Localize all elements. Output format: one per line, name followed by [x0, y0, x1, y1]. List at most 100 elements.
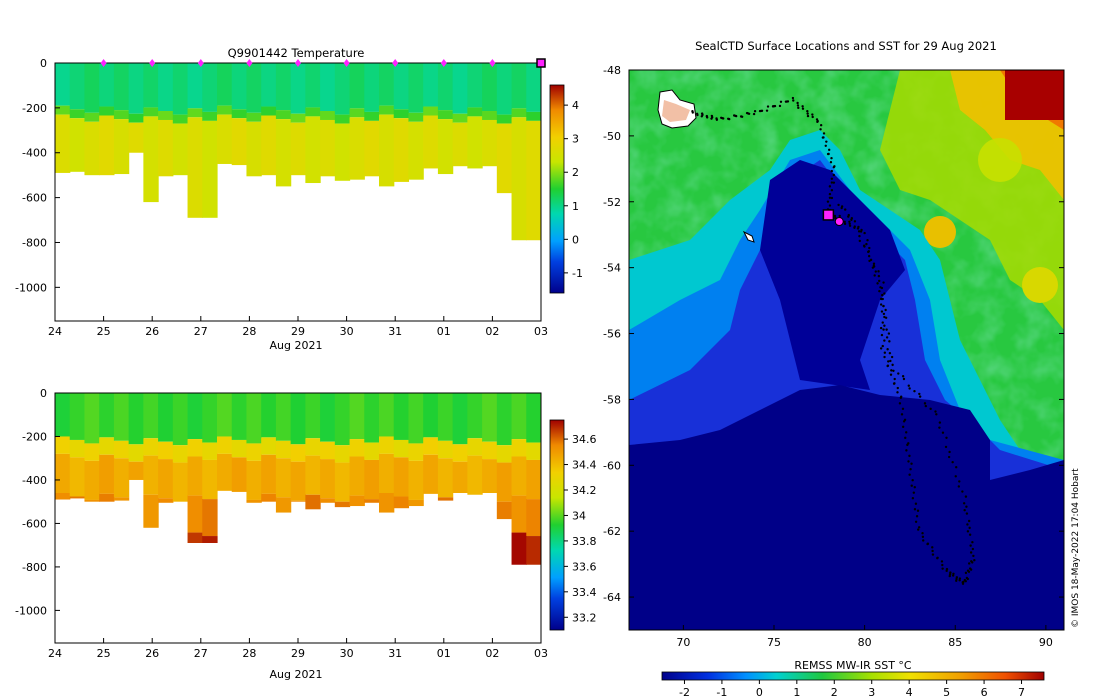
salinity-profile-cell	[379, 436, 395, 454]
salinity-profile-cell	[69, 393, 86, 440]
salinity-profile-cell	[496, 462, 513, 502]
salinity-profile-cell	[437, 393, 454, 441]
salinity-profile-cell	[69, 457, 86, 497]
sst-colorbar-tick-label: 7	[1018, 686, 1025, 699]
track-point	[902, 377, 906, 381]
salinity-profile-cell	[437, 458, 454, 498]
salinity-profile-cell	[231, 393, 248, 440]
track-point	[801, 107, 805, 110]
temperature-profile-cell	[408, 121, 424, 180]
track-point	[936, 556, 939, 560]
salinity-profile-cell	[69, 496, 86, 499]
salinity-profile-cell	[393, 393, 410, 440]
salinity-y-tick-label: -800	[22, 561, 47, 574]
salinity-profile-cell	[423, 454, 439, 494]
track-point	[921, 532, 924, 535]
track-point	[973, 559, 976, 562]
salinity-profile-cell	[526, 393, 541, 443]
salinity-profile-cell	[261, 393, 277, 438]
temperature-profile-cell	[202, 63, 218, 112]
track-point	[881, 293, 884, 297]
track-point	[889, 373, 893, 376]
track-point	[832, 173, 836, 177]
temperature-y-axis: 0 -200 -400 -600 -800 -1000	[15, 57, 60, 294]
track-point	[843, 220, 846, 224]
track-point	[883, 355, 886, 359]
sst-map-panel: SealCTD Surface Locations and SST for 29…	[603, 39, 1081, 699]
salinity-profile-cell	[187, 439, 203, 457]
map-x-tick-label: 75	[767, 636, 781, 649]
temperature-profile-cell	[467, 107, 483, 117]
track-point	[892, 369, 895, 372]
profile-marker	[246, 59, 253, 67]
temperature-profile-cell	[496, 123, 513, 194]
track-point	[908, 454, 911, 458]
temperature-y-tick-label: -800	[22, 236, 47, 249]
salinity-colorbar-tick-label: 34.6	[572, 433, 597, 446]
salinity-profile-cell	[496, 501, 513, 520]
salinity-x-tick-label: 24	[48, 647, 62, 660]
profile-marker	[100, 59, 107, 67]
track-point	[778, 104, 782, 108]
track-point	[857, 230, 861, 233]
track-point	[710, 116, 714, 119]
track-point	[830, 169, 834, 173]
sst-colorbar-tick-label: 5	[943, 686, 950, 699]
temperature-profile-cell	[334, 123, 351, 181]
temperature-colorbar-tick-label: 0	[572, 233, 579, 246]
track-point	[944, 445, 948, 449]
track-point	[962, 502, 966, 505]
salinity-profile-cell	[393, 457, 410, 497]
temperature-profile-cell	[496, 114, 513, 124]
salinity-profile-cell	[320, 459, 336, 499]
salinity-profile-cell	[290, 461, 306, 501]
track-point	[766, 105, 770, 108]
salinity-profile-cell	[290, 500, 306, 502]
track-point	[967, 519, 971, 523]
track-point	[857, 225, 860, 229]
track-point	[896, 391, 899, 394]
temperature-profile-cell	[393, 63, 410, 110]
track-point	[811, 113, 814, 116]
track-point	[832, 181, 836, 184]
track-point	[819, 128, 822, 131]
salinity-profile-cell	[511, 532, 527, 565]
salinity-section-panel: 24 25 26 27 28 29 30 31 01 02 03 0 -200 -400 -600 -800…	[15, 387, 596, 681]
temperature-profile-cell	[172, 123, 189, 176]
track-point	[910, 484, 913, 487]
temperature-y-tick-label: -200	[22, 102, 47, 115]
temperature-profile-cell	[246, 63, 262, 113]
track-point	[941, 567, 944, 570]
salinity-profile-cell	[437, 440, 454, 459]
track-point	[833, 214, 837, 218]
track-point	[705, 116, 709, 119]
temperature-colorbar-ticks: 4 3 2 1 0 -1	[564, 99, 583, 280]
track-point	[879, 347, 883, 350]
salinity-profile-cell	[113, 440, 130, 459]
salinity-profile-cell	[379, 453, 395, 493]
salinity-profile-cell	[334, 501, 351, 508]
track-point	[765, 109, 769, 112]
track-point	[853, 220, 857, 223]
map-latitude-axis: -48 -50 -52 -54 -56 -58 -60 -62 -64	[603, 64, 1064, 604]
salinity-x-tick-label: 30	[340, 647, 354, 660]
map-y-tick-label: -56	[603, 328, 621, 341]
salinity-x-tick-label: 27	[194, 647, 208, 660]
track-point	[837, 203, 840, 207]
salinity-profile-cell	[452, 444, 468, 462]
salinity-profile-cell	[526, 442, 541, 460]
track-point	[914, 502, 918, 505]
map-y-tick-label: -54	[603, 262, 621, 275]
track-point	[931, 553, 935, 556]
map-y-tick-label: -58	[603, 393, 621, 406]
map-title: SealCTD Surface Locations and SST for 29…	[695, 39, 997, 53]
track-point	[844, 208, 847, 211]
track-point	[872, 262, 876, 265]
temperature-profile-cell	[467, 63, 483, 108]
temperature-profile-cell	[275, 119, 292, 187]
map-x-tick-label: 85	[948, 636, 962, 649]
track-point	[966, 523, 969, 526]
track-point	[926, 542, 930, 545]
track-point	[908, 473, 911, 476]
salinity-profile-cell	[393, 496, 410, 509]
